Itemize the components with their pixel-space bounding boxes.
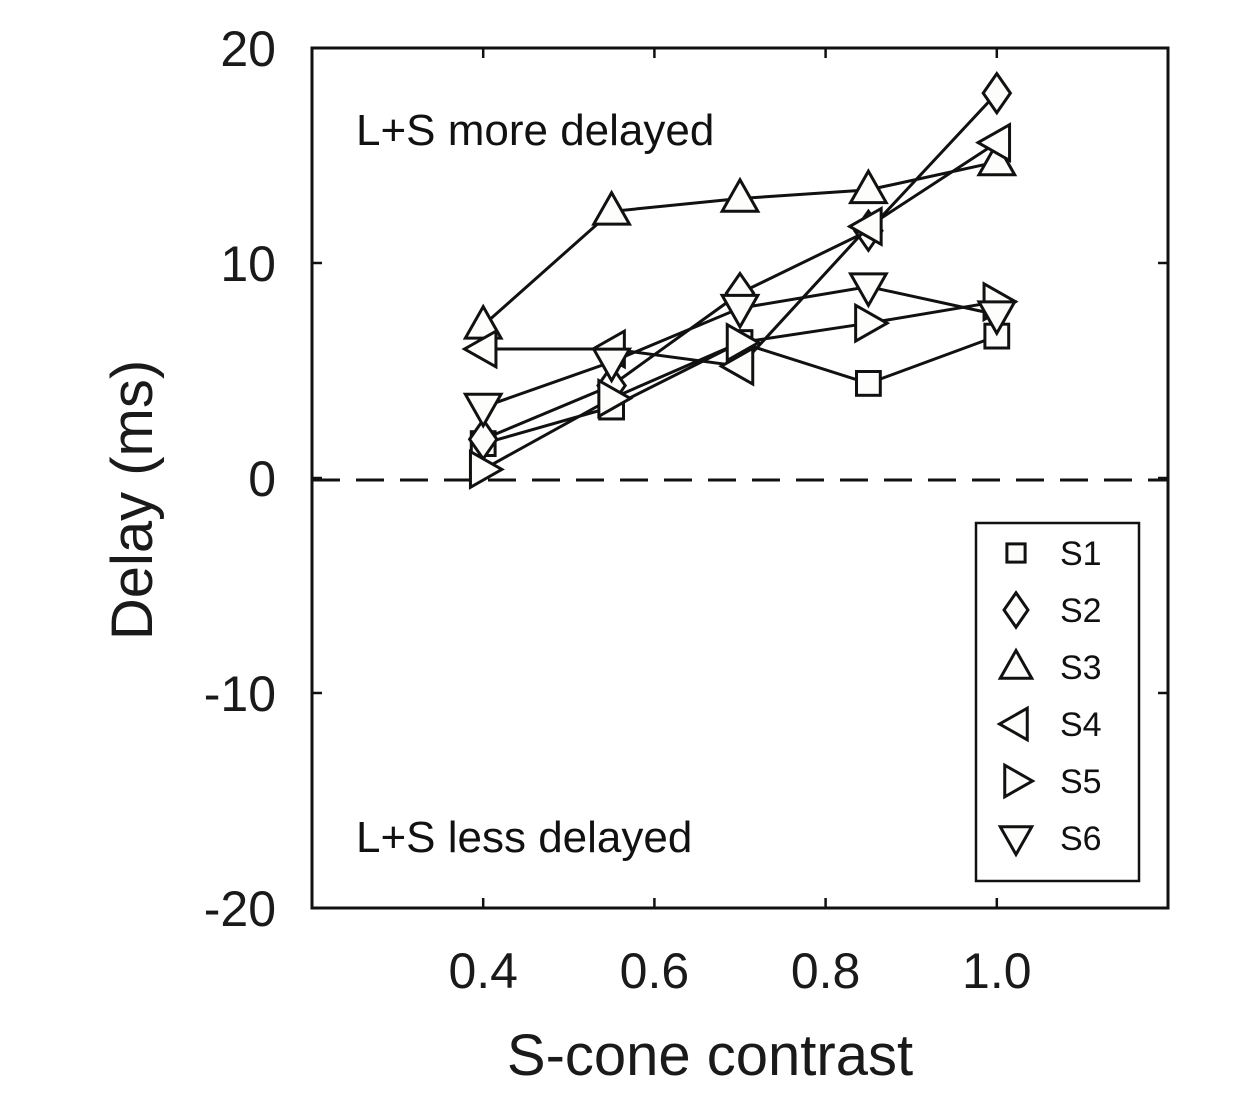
legend-entry-s6: S6 — [997, 820, 1102, 858]
data-point-s3 — [719, 176, 761, 213]
legend-label: S2 — [1060, 592, 1102, 630]
data-point-s5 — [854, 302, 891, 344]
series-s3 — [462, 140, 1018, 340]
annotation-less-delayed: L+S less delayed — [356, 813, 692, 862]
y-tick-label: -10 — [204, 666, 276, 722]
y-tick-label: 10 — [220, 236, 276, 292]
legend-entry-s4: S4 — [996, 705, 1102, 744]
plot-frame — [310, 46, 1170, 910]
legend-label: S1 — [1060, 535, 1102, 573]
legend-label: S5 — [1060, 763, 1102, 801]
x-tick-label: 0.4 — [448, 943, 518, 999]
legend-entry-s3: S3 — [997, 647, 1102, 687]
legend-label: S4 — [1060, 706, 1102, 744]
legend-marker-diamond — [1002, 590, 1030, 630]
data-point-s2 — [981, 70, 1013, 116]
x-tick-label: 0.6 — [620, 943, 690, 999]
annotation-more-delayed: L+S more delayed — [356, 106, 714, 155]
legend-marker-triangle-up — [997, 647, 1035, 680]
data-point-s4 — [975, 122, 1012, 164]
data-point-s4 — [718, 345, 755, 387]
x-tick-label: 0.8 — [791, 943, 861, 999]
data-point-s4 — [846, 206, 883, 247]
y-tick-label: 20 — [220, 21, 276, 77]
data-point-s6 — [847, 272, 889, 309]
data-point-s3 — [847, 168, 889, 205]
y-tick-label: 0 — [248, 451, 276, 507]
data-point-s1 — [855, 370, 882, 397]
legend-box — [974, 521, 1141, 883]
x-axis-label: S-cone contrast — [507, 1023, 913, 1088]
data-point-s5 — [725, 322, 762, 363]
legend: S1 S2 S3 S4 S5 S6 — [974, 521, 1141, 883]
legend-marker-triangle-left — [996, 705, 1029, 743]
data-point-s6 — [719, 293, 761, 330]
legend-entry-s2: S2 — [1002, 590, 1102, 630]
data-point-s5 — [597, 378, 634, 419]
data-point-s4 — [461, 328, 498, 370]
data-point-s6 — [591, 347, 633, 384]
legend-entry-s1: S1 — [1005, 535, 1102, 573]
legend-marker-triangle-right — [1003, 762, 1036, 800]
y-tick-label: -20 — [204, 881, 276, 937]
legend-entry-s5: S5 — [1003, 762, 1102, 801]
y-axis-label: Delay (ms) — [100, 360, 165, 640]
legend-label: S3 — [1060, 649, 1102, 687]
data-point-s6 — [462, 392, 504, 429]
x-tick-label: 1.0 — [962, 943, 1032, 999]
legend-label: S6 — [1060, 820, 1102, 858]
series-s6 — [462, 272, 1018, 429]
data-point-s3 — [591, 189, 633, 226]
data-point-s5 — [468, 448, 505, 490]
legend-marker-square — [1005, 542, 1027, 564]
legend-marker-triangle-down — [997, 825, 1035, 858]
data-point-s6 — [976, 300, 1018, 337]
